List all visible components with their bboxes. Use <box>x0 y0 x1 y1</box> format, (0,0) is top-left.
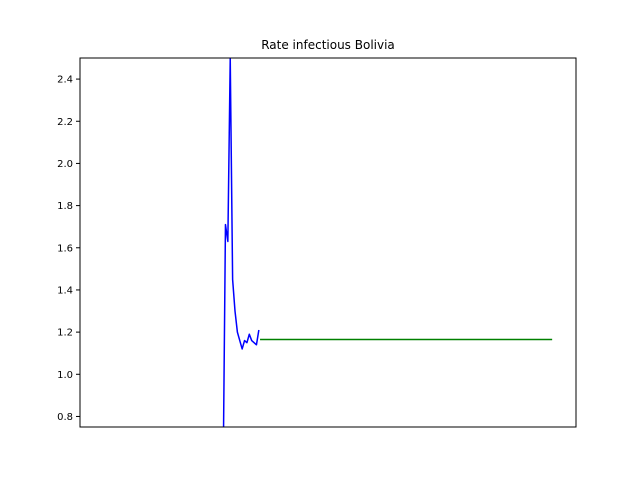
y-tick-label: 1.2 <box>57 328 73 339</box>
y-tick-label: 1.4 <box>57 285 73 296</box>
plot-frame <box>79 57 577 428</box>
series-line-1 <box>222 58 260 427</box>
y-tick-label: 1.0 <box>57 370 73 381</box>
y-tick-label: 2.0 <box>57 159 73 170</box>
y-tick-label: 1.6 <box>57 243 73 254</box>
y-tick-label: 2.4 <box>57 75 73 86</box>
series-layer <box>222 58 553 427</box>
y-axis: 0.8 1.0 1.2 1.4 1.6 1.8 2.0 2.2 2.4 <box>57 75 80 423</box>
y-tick-label: 2.2 <box>57 117 73 128</box>
chart-title: Rate infectious Bolivia <box>261 38 395 52</box>
y-tick-label: 0.8 <box>57 412 73 423</box>
y-tick-label: 1.8 <box>57 201 73 212</box>
